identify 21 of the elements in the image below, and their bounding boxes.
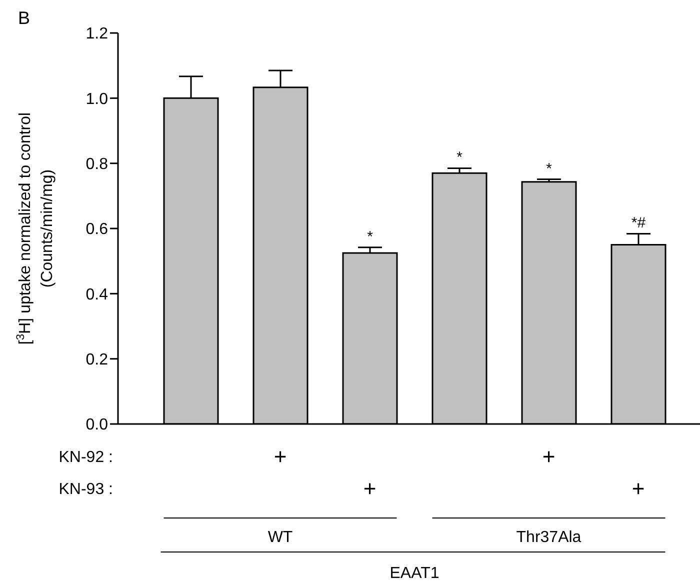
text: WT	[268, 529, 293, 546]
data-label: *	[367, 228, 374, 246]
y-tick-label: 1.0	[86, 90, 108, 108]
y-tick-label: 0.0	[86, 416, 108, 434]
text: +	[363, 476, 376, 501]
text: +	[274, 444, 287, 469]
y-tick-label: 1.2	[86, 26, 108, 43]
y-tick-label: 0.4	[86, 286, 108, 304]
text: +	[632, 476, 645, 501]
text: KN-92 :	[58, 449, 113, 466]
text: Thr37Ala	[516, 529, 582, 546]
y-tick-label: 0.2	[86, 352, 108, 369]
data-label: *#	[631, 214, 646, 232]
text: +	[542, 444, 556, 469]
chart-title: B	[18, 8, 30, 28]
text: KN-93 :	[58, 481, 113, 498]
y-tick-label: 0.8	[86, 156, 108, 174]
text: EAAT1	[390, 565, 440, 582]
data-label: *	[546, 160, 552, 178]
y-tick-label: 0.6	[86, 221, 108, 238]
data-label: *	[456, 149, 463, 166]
